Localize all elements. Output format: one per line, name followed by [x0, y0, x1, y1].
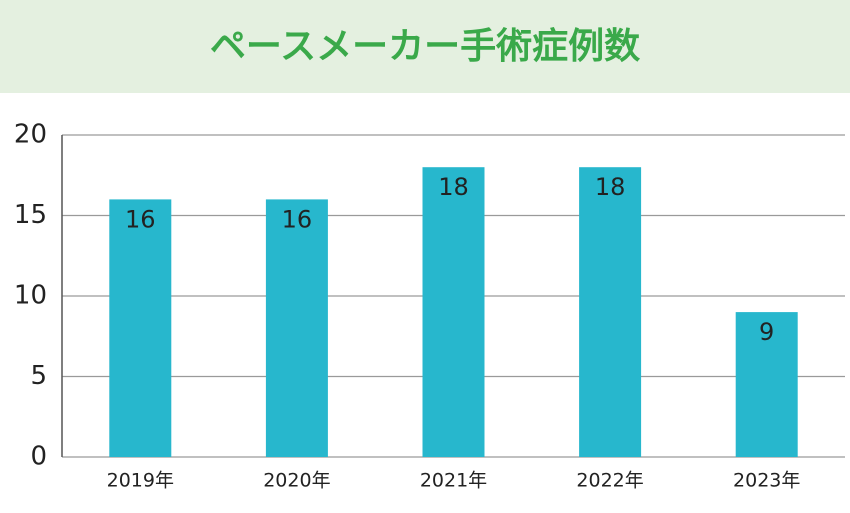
x-tick-label: 2019年	[107, 470, 174, 492]
bar	[109, 199, 172, 457]
bar	[579, 167, 642, 457]
bar	[265, 199, 328, 457]
value-label: 16	[125, 205, 156, 233]
value-label: 9	[759, 318, 774, 346]
x-tick-label: 2020年	[263, 470, 330, 492]
y-tick-label: 10	[14, 281, 47, 311]
x-tick-label: 2021年	[420, 470, 487, 492]
y-tick-label: 0	[30, 442, 47, 472]
bar	[422, 167, 485, 457]
y-tick-label: 15	[14, 200, 47, 230]
value-label: 18	[595, 173, 626, 201]
x-tick-label: 2023年	[733, 470, 800, 492]
y-tick-label: 20	[14, 120, 47, 150]
title-band	[0, 0, 850, 93]
bar	[735, 312, 798, 457]
x-tick-label: 2022年	[576, 470, 643, 492]
chart-title: ペースメーカー手術症例数	[210, 26, 640, 67]
value-label: 18	[438, 173, 469, 201]
y-tick-label: 5	[30, 361, 47, 391]
value-label: 16	[282, 205, 313, 233]
